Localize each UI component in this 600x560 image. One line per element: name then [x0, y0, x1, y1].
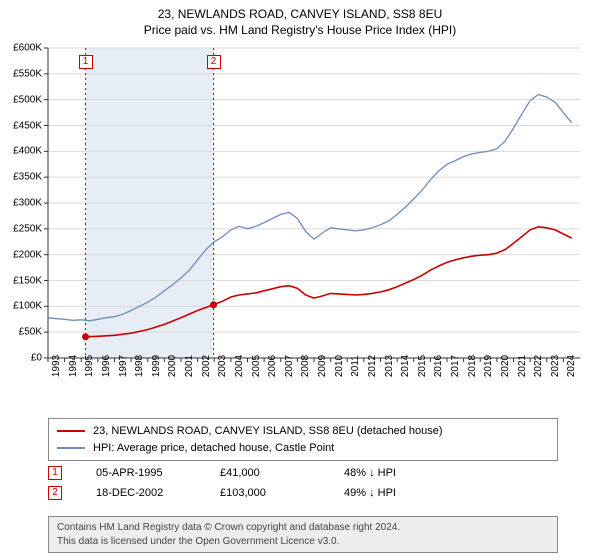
annotation-row: 1 05-APR-1995 £41,000 48% ↓ HPI [48, 466, 558, 480]
y-tick-label: £150K [0, 275, 42, 286]
x-tick-label: 2009 [317, 355, 328, 377]
chart-marker-badge: 1 [79, 55, 93, 69]
annotation-row: 2 18-DEC-2002 £103,000 49% ↓ HPI [48, 486, 558, 500]
y-tick-label: £300K [0, 198, 42, 209]
x-tick-label: 2019 [483, 355, 494, 377]
annotation-badge: 1 [48, 466, 62, 480]
x-tick-label: 2005 [251, 355, 262, 377]
x-tick-label: 2011 [350, 355, 361, 377]
footer: Contains HM Land Registry data © Crown c… [48, 516, 558, 553]
annotation-date: 05-APR-1995 [96, 467, 186, 479]
x-tick-label: 2017 [450, 355, 461, 377]
legend-row-hpi: HPI: Average price, detached house, Cast… [57, 440, 549, 457]
annotation-table: 1 05-APR-1995 £41,000 48% ↓ HPI 2 18-DEC-2002… [48, 460, 558, 500]
x-tick-label: 2022 [533, 355, 544, 377]
x-tick-label: 1998 [134, 355, 145, 377]
y-tick-label: £200K [0, 249, 42, 260]
y-tick-label: £450K [0, 120, 42, 131]
x-tick-label: 1995 [84, 355, 95, 377]
x-tick-label: 1997 [118, 355, 129, 377]
annotation-price: £41,000 [220, 467, 310, 479]
annotation-date: 18-DEC-2002 [96, 487, 186, 499]
legend-swatch-hpi [57, 447, 85, 449]
y-tick-label: £550K [0, 68, 42, 79]
x-tick-label: 2008 [300, 355, 311, 377]
x-tick-label: 2004 [234, 355, 245, 377]
x-tick-label: 2013 [384, 355, 395, 377]
y-tick-label: £0 [0, 353, 42, 364]
y-tick-label: £100K [0, 301, 42, 312]
chart-container: 23, NEWLANDS ROAD, CANVEY ISLAND, SS8 8E… [0, 0, 600, 560]
x-tick-label: 1996 [101, 355, 112, 377]
x-tick-label: 1994 [68, 355, 79, 377]
annotation-delta: 48% ↓ HPI [344, 467, 434, 479]
x-tick-label: 2002 [201, 355, 212, 377]
x-tick-label: 2003 [217, 355, 228, 377]
x-tick-label: 2024 [566, 355, 577, 377]
x-tick-label: 2016 [433, 355, 444, 377]
y-tick-label: £50K [0, 327, 42, 338]
x-tick-label: 2001 [184, 355, 195, 377]
x-tick-label: 2020 [500, 355, 511, 377]
legend-label-price: 23, NEWLANDS ROAD, CANVEY ISLAND, SS8 8E… [93, 423, 443, 440]
y-tick-label: £500K [0, 94, 42, 105]
x-tick-label: 2021 [517, 355, 528, 377]
x-tick-label: 2010 [334, 355, 345, 377]
x-tick-label: 2018 [467, 355, 478, 377]
title-line-2: Price paid vs. HM Land Registry's House … [0, 22, 600, 38]
x-tick-label: 2000 [167, 355, 178, 377]
title-block: 23, NEWLANDS ROAD, CANVEY ISLAND, SS8 8E… [0, 0, 600, 38]
legend: 23, NEWLANDS ROAD, CANVEY ISLAND, SS8 8E… [48, 418, 558, 461]
y-tick-label: £600K [0, 43, 42, 54]
title-line-1: 23, NEWLANDS ROAD, CANVEY ISLAND, SS8 8E… [0, 6, 600, 22]
y-tick-label: £400K [0, 146, 42, 157]
footer-line-2: This data is licensed under the Open Gov… [57, 535, 549, 549]
chart-marker-badge: 2 [207, 55, 221, 69]
x-tick-label: 2007 [284, 355, 295, 377]
legend-row-price: 23, NEWLANDS ROAD, CANVEY ISLAND, SS8 8E… [57, 423, 549, 440]
legend-swatch-price [57, 430, 85, 432]
annotation-badge: 2 [48, 486, 62, 500]
y-tick-label: £250K [0, 223, 42, 234]
x-tick-label: 2023 [550, 355, 561, 377]
chart-area: £0 £50K £100K £150K £200K £250K £300K £350K £400… [0, 42, 600, 412]
footer-line-1: Contains HM Land Registry data © Crown c… [57, 521, 549, 535]
annotation-delta: 49% ↓ HPI [344, 487, 434, 499]
annotation-price: £103,000 [220, 487, 310, 499]
x-tick-label: 2012 [367, 355, 378, 377]
x-tick-label: 1999 [151, 355, 162, 377]
x-tick-label: 2015 [417, 355, 428, 377]
y-tick-label: £350K [0, 172, 42, 183]
legend-label-hpi: HPI: Average price, detached house, Cast… [93, 440, 334, 457]
x-tick-label: 1993 [51, 355, 62, 377]
x-tick-label: 2006 [267, 355, 278, 377]
x-tick-label: 2014 [400, 355, 411, 377]
